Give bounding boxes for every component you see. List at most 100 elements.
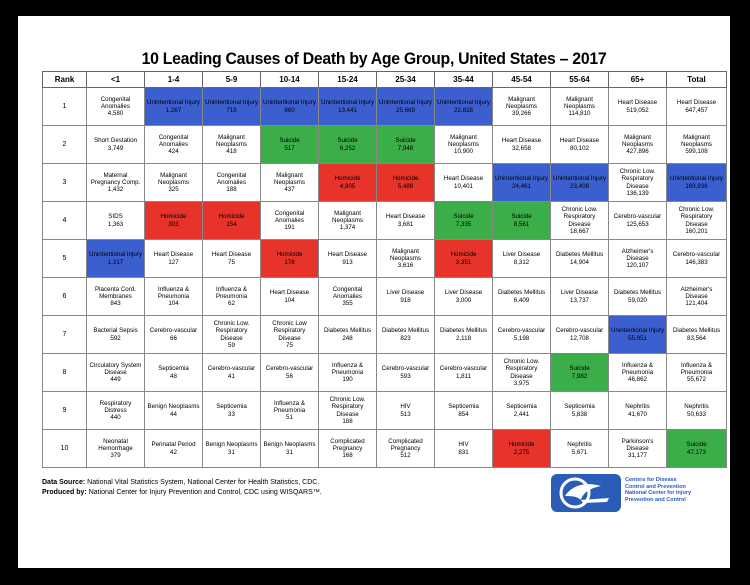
cause-cell: Benign Neoplasms 31 <box>202 429 261 468</box>
death-count: 3,000 <box>455 296 472 304</box>
death-count: 154 <box>226 220 237 228</box>
cause-name: Complicated Pregnancy <box>330 437 365 452</box>
cause-name: Maternal Pregnancy Comp. <box>90 171 141 186</box>
cause-name: Bacterial Sepsis <box>93 327 138 335</box>
cause-name: Homicide <box>276 251 303 259</box>
cause-cell: Heart Disease 519,052 <box>608 87 667 126</box>
cause-name: Congenital Anomalies <box>332 285 363 300</box>
cause-cell: Heart Disease 32,658 <box>492 125 551 164</box>
cause-name: Nephritis <box>625 403 650 411</box>
cause-cell: Homicide 303 <box>144 201 203 240</box>
age-group-header: 10-14 <box>260 71 319 88</box>
death-count: 1,374 <box>339 224 356 232</box>
age-group-header: 65+ <box>608 71 667 88</box>
cause-cell: Short Gestation 3,749 <box>86 125 145 164</box>
death-count: 14,904 <box>570 258 589 266</box>
cause-name: Heart Disease <box>153 251 194 259</box>
age-group-header: 35-44 <box>434 71 493 88</box>
rank-header: Rank <box>42 71 87 88</box>
cause-name: Respiratory Distress <box>99 399 132 414</box>
death-count: 519,052 <box>626 106 649 114</box>
death-count: 12,708 <box>570 334 589 342</box>
cause-name: Liver Disease <box>502 251 541 259</box>
cause-cell: Diabetes Mellitus 6,409 <box>492 277 551 316</box>
rank-cell: 2 <box>42 125 87 164</box>
cause-name: Malignant Neoplasms <box>158 171 189 186</box>
data-source-text: National Vital Statistics System, Nation… <box>87 479 320 486</box>
death-count: 114,810 <box>568 110 591 118</box>
death-count: 3,351 <box>455 258 472 266</box>
death-count: 22,828 <box>454 106 473 114</box>
cause-name: Septicemia <box>216 403 247 411</box>
cause-name: Cerebro-vascular <box>497 327 546 335</box>
cause-cell: Unintentional Injury 1,317 <box>86 239 145 278</box>
cause-name: Suicide <box>279 137 300 145</box>
cause-cell: Influenza & Pneumonia 104 <box>144 277 203 316</box>
death-count: 1,363 <box>107 220 124 228</box>
death-count: 918 <box>400 296 411 304</box>
cause-cell: Cerebro-vascular 66 <box>144 315 203 354</box>
cause-name: Heart Disease <box>269 289 310 297</box>
cause-cell: Diabetes Mellitus 83,564 <box>666 315 727 354</box>
cause-name: Diabetes Mellitus <box>555 251 604 259</box>
cause-cell: Cerebro-vascular 593 <box>376 353 435 392</box>
cause-cell: Cerebro-vascular 56 <box>260 353 319 392</box>
rank-cell: 5 <box>42 239 87 278</box>
death-count: 136,139 <box>626 189 649 197</box>
cause-cell: Chronic Low. Respiratory Disease 136,139 <box>608 163 667 202</box>
cause-name: Chronic Low. Respiratory Disease <box>678 205 715 228</box>
cause-name: Diabetes Mellitus <box>613 289 662 297</box>
cause-cell: Unintentional Injury 25,669 <box>376 87 435 126</box>
cause-name: Alzheimer's Disease <box>680 285 713 300</box>
cause-cell: Suicide 7,948 <box>376 125 435 164</box>
table-row: 8 Circulatory System Disease 449 Septicemia… <box>42 353 727 392</box>
cause-cell: Diabetes Mellitus 59,020 <box>608 277 667 316</box>
death-count: 6,252 <box>339 144 356 152</box>
rank-cell: 8 <box>42 353 87 392</box>
death-count: 39,266 <box>512 110 531 118</box>
death-count: 3,616 <box>397 262 414 270</box>
cause-cell: Heart Disease 127 <box>144 239 203 278</box>
cause-cell: Malignant Neoplasms 114,810 <box>550 87 609 126</box>
death-count: 41,670 <box>628 410 647 418</box>
death-count: 31 <box>286 448 293 456</box>
death-count: 146,383 <box>685 258 708 266</box>
cause-name: Homicide <box>160 213 187 221</box>
death-count: 10,900 <box>454 148 473 156</box>
cause-cell: Heart Disease 3,681 <box>376 201 435 240</box>
cause-cell: Alzheimer's Disease 121,404 <box>666 277 727 316</box>
death-count: 8,312 <box>513 258 530 266</box>
death-count: 7,948 <box>397 144 414 152</box>
age-group-header: <1 <box>86 71 145 88</box>
cause-cell: Cerebro-vascular 12,708 <box>550 315 609 354</box>
cause-cell: Heart Disease 913 <box>318 239 377 278</box>
death-count: 599,108 <box>685 148 708 156</box>
cause-cell: Homicide 5,488 <box>376 163 435 202</box>
cause-cell: Influenza & Pneumonia 55,672 <box>666 353 727 392</box>
death-count: 121,404 <box>685 300 708 308</box>
table-row: 4 SIDS 1,363 Homicide 303 Homicide 154 Congenit… <box>42 201 727 240</box>
cause-name: Perinatal Period <box>151 441 196 449</box>
causes-of-death-table: Rank <1 1-4 5-9 10-14 15-24 25-34 35-44 45-54 55-… <box>42 71 727 468</box>
cause-name: Malignant Neoplasms <box>564 95 595 110</box>
cause-cell: Chronic Low. Respiratory Disease 18,667 <box>550 201 609 240</box>
cause-name: Suicide <box>569 365 590 373</box>
cause-cell: Malignant Neoplasms 39,266 <box>492 87 551 126</box>
rank-cell: 9 <box>42 391 87 430</box>
cause-cell: Malignant Neoplasms 437 <box>260 163 319 202</box>
age-group-header: Total <box>666 71 727 88</box>
cause-name: Malignant Neoplasms <box>274 171 305 186</box>
cause-name: Chronic Low. Respiratory Disease <box>561 205 598 228</box>
cause-cell: HIV 831 <box>434 429 493 468</box>
cause-name: Heart Disease <box>559 137 600 145</box>
cause-cell: Placenta Cord. Membranes 843 <box>86 277 145 316</box>
cause-cell: Diabetes Mellitus 2,118 <box>434 315 493 354</box>
cause-name: Cerebro-vascular <box>613 213 662 221</box>
cause-name: Malignant Neoplasms <box>622 133 653 148</box>
cause-name: Suicide <box>511 213 532 221</box>
death-count: 18,667 <box>570 227 589 235</box>
cause-name: Nephritis <box>684 403 709 411</box>
cause-cell: Unintentional Injury 55,951 <box>608 315 667 354</box>
cause-name: Parkinson's Disease <box>621 437 654 452</box>
death-count: 51 <box>286 414 293 422</box>
